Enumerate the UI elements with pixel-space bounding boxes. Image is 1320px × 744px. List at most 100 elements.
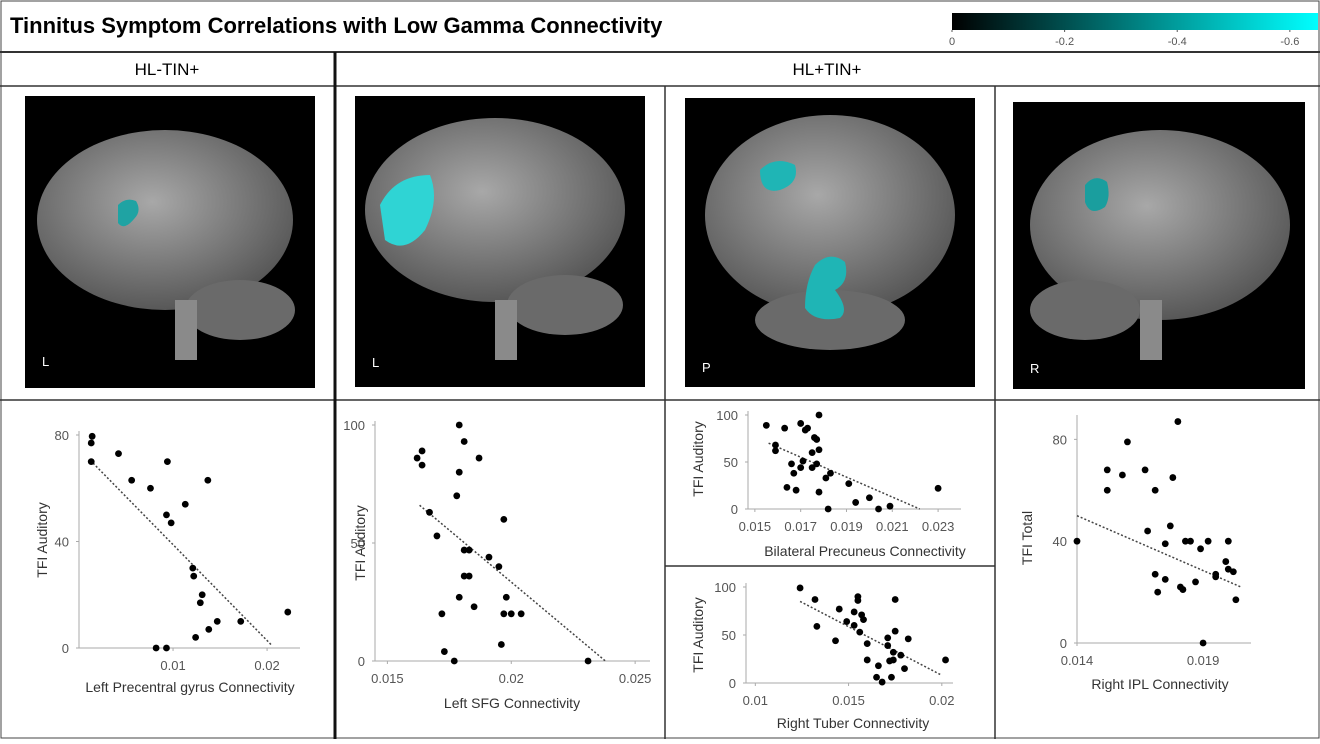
x-tick-label: 0.02 — [499, 671, 524, 686]
data-point — [1204, 537, 1212, 545]
brain-panel — [685, 98, 975, 387]
y-axis-label: TFI Auditory — [690, 421, 706, 496]
y-tick-label: 50 — [722, 628, 736, 643]
data-point — [147, 484, 154, 492]
data-point — [500, 610, 508, 618]
data-point — [852, 499, 860, 506]
data-point — [1161, 540, 1169, 548]
data-point — [1118, 471, 1126, 479]
data-point — [863, 640, 871, 648]
data-point — [850, 622, 858, 629]
data-point — [1166, 522, 1174, 530]
data-point — [822, 474, 830, 482]
data-point — [813, 622, 821, 630]
x-tick-label: 0.021 — [876, 519, 909, 534]
trendline — [799, 600, 943, 676]
data-point — [781, 424, 789, 432]
data-point — [796, 584, 804, 592]
data-point — [450, 657, 458, 665]
data-point — [827, 469, 834, 477]
data-point — [863, 656, 871, 664]
y-axis-label: TFI Total — [1019, 511, 1035, 565]
data-point — [190, 572, 198, 580]
x-tick-label: 0.015 — [739, 519, 772, 534]
data-point — [804, 424, 811, 432]
data-point — [181, 500, 189, 508]
data-point — [164, 458, 171, 466]
data-point — [873, 673, 880, 681]
x-tick-label: 0.01 — [160, 658, 185, 673]
data-point — [1224, 565, 1232, 573]
x-tick-label: 0.025 — [619, 671, 652, 686]
x-axis-label: Left SFG Connectivity — [444, 695, 580, 711]
data-point — [797, 420, 805, 427]
data-point — [87, 439, 95, 447]
y-tick-label: 100 — [343, 418, 365, 433]
data-point — [901, 665, 908, 672]
y-tick-label: 0 — [62, 641, 69, 656]
data-point — [517, 610, 525, 618]
x-axis-label: Left Precentral gyrus Connectivity — [85, 679, 294, 695]
data-point — [475, 454, 483, 462]
data-point — [815, 411, 823, 419]
data-point — [772, 441, 779, 449]
data-point — [1151, 570, 1159, 578]
data-point — [1169, 474, 1177, 481]
y-tick-label: 0 — [729, 676, 736, 691]
data-point — [1174, 418, 1182, 425]
data-point — [237, 617, 245, 625]
y-tick-label: 100 — [714, 580, 736, 595]
data-point — [1192, 578, 1199, 586]
data-point — [438, 610, 446, 618]
data-point — [455, 468, 463, 476]
data-point — [815, 446, 823, 454]
colorbar-tick-label: -0.2 — [1055, 36, 1074, 48]
y-tick-label: 0 — [358, 654, 365, 669]
data-point — [850, 608, 858, 616]
data-point — [813, 436, 821, 443]
x-tick-label: 0.015 — [371, 671, 404, 686]
data-point — [1103, 466, 1111, 474]
data-point — [1161, 575, 1169, 583]
x-axis-label: Right Tuber Connectivity — [777, 715, 930, 731]
y-tick-label: 40 — [1053, 534, 1067, 549]
data-point — [808, 464, 816, 472]
data-point — [584, 657, 592, 665]
data-point — [465, 546, 473, 554]
data-point — [500, 516, 508, 523]
data-point — [1229, 568, 1237, 576]
data-point — [1144, 527, 1152, 535]
y-tick-label: 40 — [55, 535, 69, 550]
data-point — [453, 492, 461, 500]
data-point — [163, 644, 170, 652]
brain-panel — [25, 96, 315, 388]
data-point — [875, 662, 882, 670]
y-axis-label: TFI Auditory — [34, 502, 50, 577]
x-tick-label: 0.019 — [1187, 653, 1220, 668]
data-point — [192, 633, 200, 641]
data-point — [942, 656, 949, 664]
group-header: HL-TIN+ — [135, 60, 200, 79]
hemisphere-label: L — [42, 354, 49, 369]
data-point — [465, 572, 473, 580]
data-point — [485, 553, 493, 561]
data-point — [413, 454, 421, 462]
hemisphere-label: L — [372, 355, 379, 370]
x-tick-label: 0.023 — [922, 519, 955, 534]
data-point — [856, 628, 864, 636]
data-point — [189, 564, 197, 572]
data-point — [426, 508, 433, 516]
data-point — [884, 642, 892, 649]
data-point — [772, 447, 779, 455]
x-tick-label: 0.015 — [832, 693, 865, 708]
data-point — [284, 608, 292, 616]
data-point — [128, 476, 136, 484]
data-point — [460, 572, 468, 580]
data-point — [460, 438, 468, 445]
data-point — [1182, 537, 1189, 545]
data-point — [418, 447, 426, 455]
y-tick-label: 80 — [55, 428, 69, 443]
